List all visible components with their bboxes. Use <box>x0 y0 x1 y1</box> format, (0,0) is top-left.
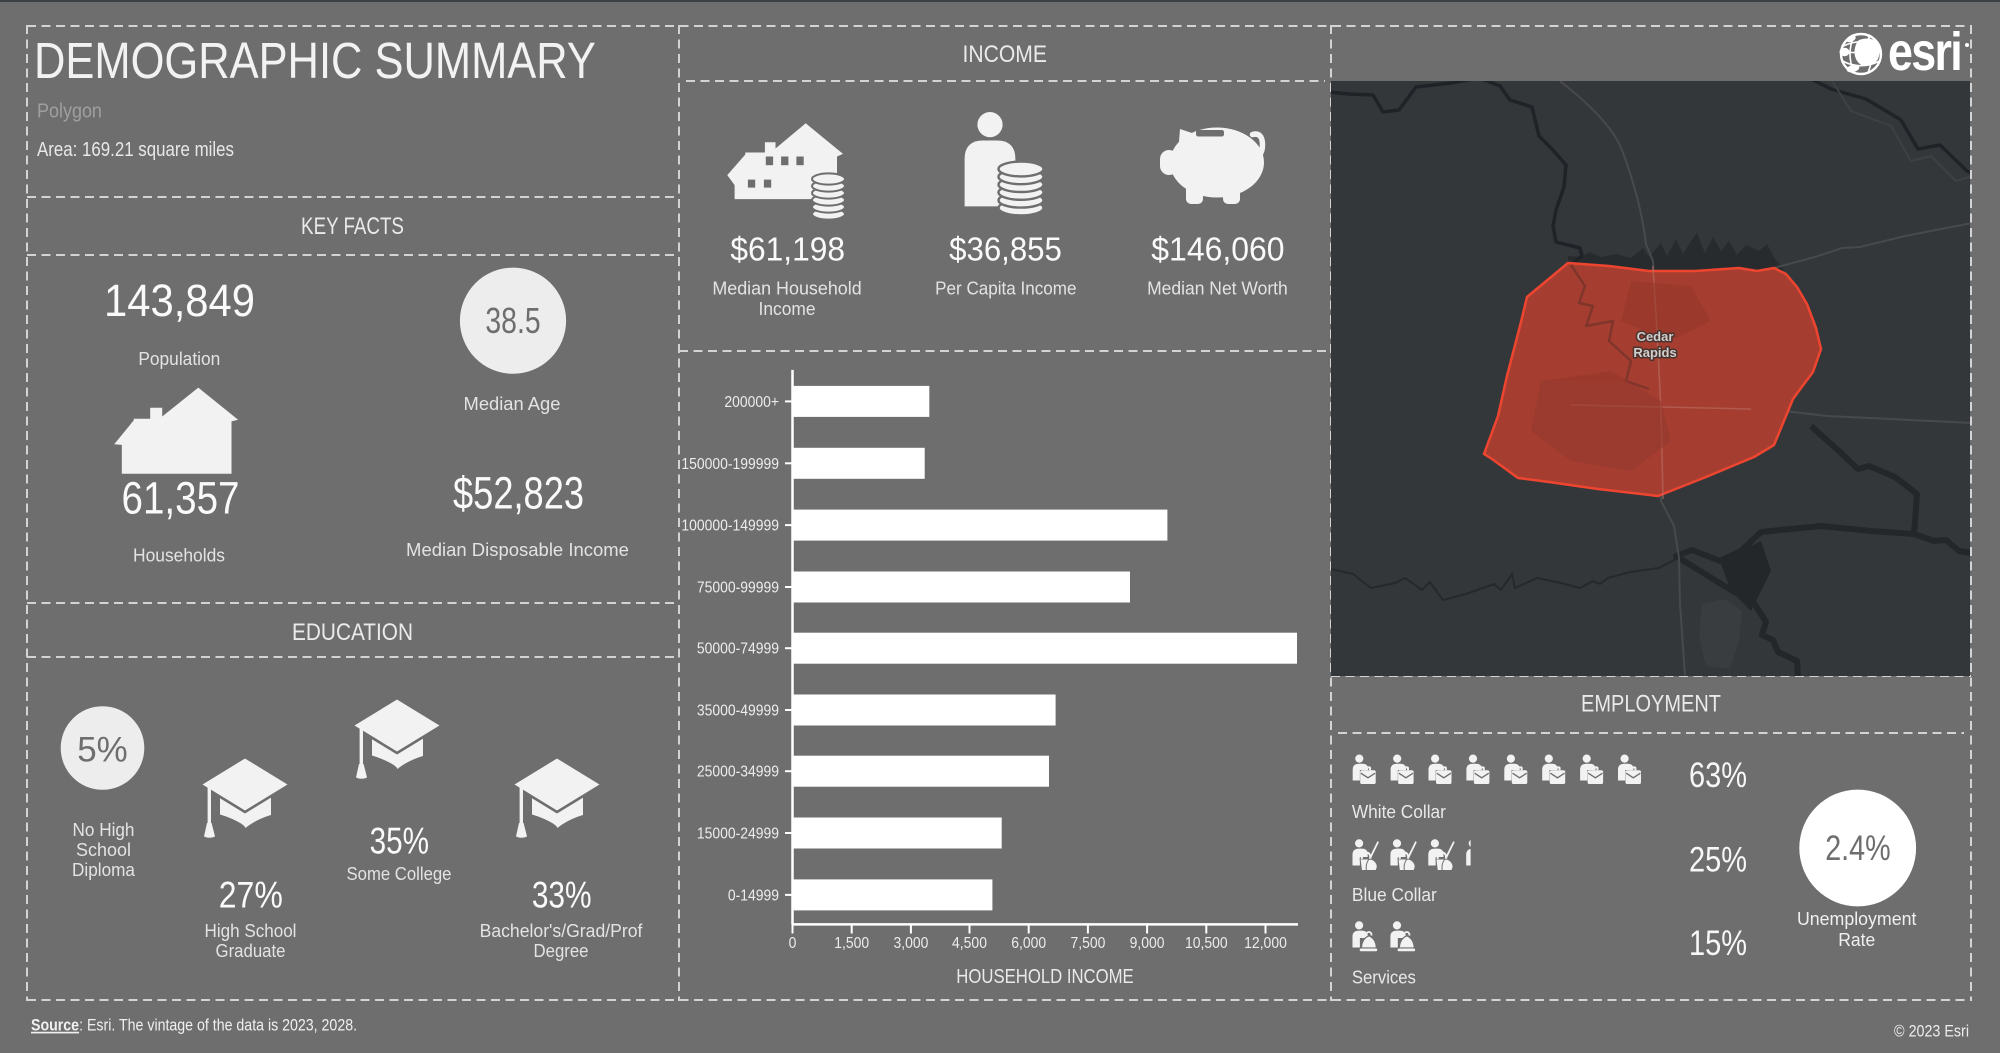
svg-text:1,500: 1,500 <box>834 936 869 953</box>
svg-text:White Collar: White Collar <box>1352 801 1446 822</box>
svg-text:50000-74999: 50000-74999 <box>697 641 779 658</box>
svg-text:EMPLOYMENT: EMPLOYMENT <box>1581 690 1721 717</box>
svg-text:No High: No High <box>73 819 135 840</box>
svg-text:Degree: Degree <box>534 940 589 961</box>
svg-text:7,500: 7,500 <box>1070 936 1105 953</box>
svg-text:63%: 63% <box>1689 755 1747 794</box>
svg-text:35000-49999: 35000-49999 <box>697 703 779 720</box>
svg-text:25000-34999: 25000-34999 <box>697 764 779 781</box>
svg-text:Area: 169.21 square miles: Area: 169.21 square miles <box>37 137 234 160</box>
svg-text:15%: 15% <box>1689 923 1747 962</box>
svg-text:4,500: 4,500 <box>952 936 987 953</box>
svg-text:Polygon: Polygon <box>37 101 102 123</box>
svg-text:61,357: 61,357 <box>122 473 240 523</box>
svg-text:Some College: Some College <box>347 863 452 884</box>
svg-text:Median Household: Median Household <box>712 278 861 298</box>
svg-text:Diploma: Diploma <box>72 859 135 880</box>
svg-text:27%: 27% <box>219 875 283 916</box>
svg-text:25%: 25% <box>1689 840 1747 879</box>
svg-text:Median Net Worth: Median Net Worth <box>1147 278 1288 299</box>
svg-text:Bachelor's/Grad/Prof: Bachelor's/Grad/Prof <box>480 921 644 941</box>
svg-text:6,000: 6,000 <box>1011 936 1046 953</box>
svg-text:200000+: 200000+ <box>724 394 779 411</box>
svg-text:Graduate: Graduate <box>216 940 286 961</box>
svg-text:33%: 33% <box>532 876 592 917</box>
svg-text:Unemployment: Unemployment <box>1797 908 1916 928</box>
svg-text:DEMOGRAPHIC SUMMARY: DEMOGRAPHIC SUMMARY <box>34 33 596 90</box>
svg-text:143,849: 143,849 <box>104 276 255 326</box>
svg-text:38.5: 38.5 <box>485 301 540 341</box>
svg-text:150000-199999: 150000-199999 <box>681 456 779 473</box>
svg-text:3,000: 3,000 <box>893 936 928 953</box>
svg-text:$52,823: $52,823 <box>453 468 584 519</box>
svg-text:Blue Collar: Blue Collar <box>1352 885 1437 906</box>
svg-text:$61,198: $61,198 <box>730 231 845 268</box>
svg-text:Median Age: Median Age <box>464 393 561 414</box>
svg-text:75000-99999: 75000-99999 <box>697 580 779 597</box>
svg-text:Per Capita Income: Per Capita Income <box>935 278 1076 299</box>
svg-text:Source: Esri. The vintage of t: Source: Esri. The vintage of the data is… <box>31 1017 357 1035</box>
svg-text:100000-149999: 100000-149999 <box>681 518 779 535</box>
svg-text:10,500: 10,500 <box>1185 936 1228 953</box>
svg-text:© 2023 Esri: © 2023 Esri <box>1894 1023 1969 1041</box>
svg-text:School: School <box>76 839 131 860</box>
svg-text:9,000: 9,000 <box>1130 936 1165 953</box>
svg-text:Population: Population <box>138 348 220 369</box>
svg-text:Households: Households <box>133 545 225 566</box>
svg-text:INCOME: INCOME <box>962 41 1046 68</box>
svg-text:Rate: Rate <box>1838 930 1875 951</box>
svg-text:HOUSEHOLD INCOME: HOUSEHOLD INCOME <box>956 965 1133 988</box>
svg-text:Median Disposable Income: Median Disposable Income <box>406 539 629 560</box>
svg-text:5%: 5% <box>77 730 127 769</box>
svg-text:Services: Services <box>1352 967 1416 988</box>
svg-text:Income: Income <box>759 298 816 319</box>
svg-text:EDUCATION: EDUCATION <box>292 619 413 646</box>
svg-text:12,000: 12,000 <box>1244 936 1287 953</box>
svg-text:Rapids: Rapids <box>1633 345 1676 360</box>
svg-text:KEY FACTS: KEY FACTS <box>301 213 404 240</box>
svg-text:15000-24999: 15000-24999 <box>697 826 779 843</box>
svg-text:$36,855: $36,855 <box>949 231 1062 268</box>
svg-text:35%: 35% <box>370 821 429 862</box>
svg-text:esri: esri <box>1888 21 1961 82</box>
svg-text:2.4%: 2.4% <box>1825 828 1890 867</box>
svg-text:0: 0 <box>789 936 797 953</box>
svg-text:High School: High School <box>205 920 297 941</box>
svg-text:$146,060: $146,060 <box>1151 231 1284 268</box>
svg-text:Cedar: Cedar <box>1637 329 1674 344</box>
svg-text:0-14999: 0-14999 <box>728 888 779 905</box>
